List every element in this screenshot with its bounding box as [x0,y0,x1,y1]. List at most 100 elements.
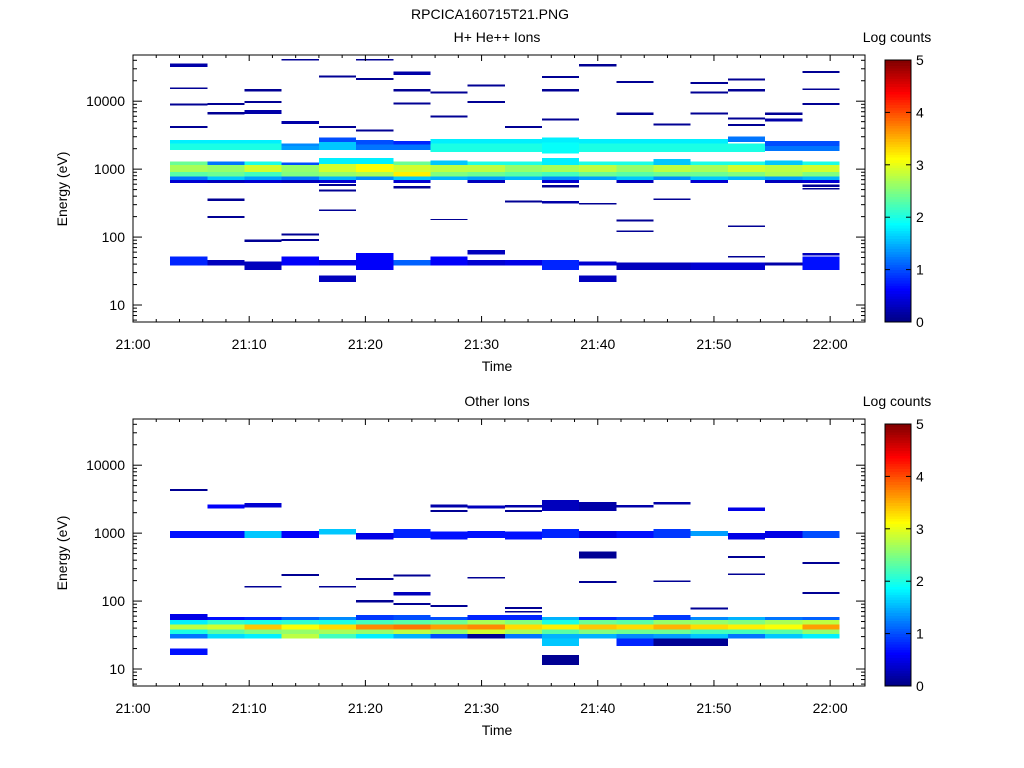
colorbar-segment [885,266,911,271]
heatmap-cell [653,615,691,620]
colorbar-segment [885,481,911,485]
colorbar-segment [885,604,911,608]
colorbar-segment [885,141,911,145]
heatmap-cell [207,180,245,184]
heatmap-cell [170,176,208,181]
colorbar-segment [885,293,911,297]
colorbar-segment [885,547,911,551]
heatmap-cell [281,58,319,61]
heatmap-cell [393,102,431,105]
heatmap-cell [802,619,840,625]
heatmap-cell [170,161,208,166]
colorbar-segment [885,646,911,650]
heatmap-cell [504,624,542,630]
heatmap-cell [207,172,245,177]
heatmap-cells [170,488,840,665]
colorbar-segment [885,183,911,187]
heatmap-cell [318,619,357,625]
heatmap-cell [727,624,766,630]
x-axis-label: Time [482,722,513,738]
colorbar-segment [885,83,911,87]
heatmap-cell [653,624,691,630]
colorbar-segment [885,526,911,530]
heatmap-cell [170,530,208,538]
colorbar-segment [885,565,911,569]
colorbar-segment [885,515,911,519]
heatmap-cell [727,633,766,639]
colorbar-segment [885,531,911,535]
colorbar-segment [885,175,911,179]
colorbar-segment [885,115,911,119]
colorbar-segment [885,518,911,522]
colorbar-segment [885,159,911,163]
heatmap-cell [690,262,728,270]
heatmap-cell [318,624,357,630]
heatmap-cell [430,160,468,166]
heatmap-cell [467,615,505,620]
heatmap-cell [579,261,617,266]
heatmap-cell [281,574,319,576]
colorbar-segment [885,557,911,561]
heatmap-cell [170,629,208,634]
colorbar-label: Log counts [863,393,932,409]
heatmap-cell [393,186,431,189]
y-tick-label: 1000 [94,161,125,177]
heatmap-cell [281,165,319,173]
colorbar-segment [885,94,911,98]
x-tick-label: 21:20 [348,700,383,716]
heatmap-cell [393,161,431,166]
heatmap-cell [504,200,542,203]
heatmap-cell [356,633,394,639]
colorbar-segment [885,167,911,171]
heatmap-cell [504,504,542,508]
colorbar-segment [885,675,911,679]
colorbar-segment [885,465,911,470]
heatmap-cell [207,617,245,620]
colorbar-segment [885,484,911,488]
heatmap-cell [207,530,245,538]
colorbar-segment [885,277,911,281]
heatmap-cell [170,139,208,144]
heatmap-cell [207,165,245,173]
heatmap-cell [690,91,728,94]
heatmap-cell [356,129,394,132]
colorbar-segment [885,75,911,79]
heatmap-cell [430,218,468,220]
colorbar-segment [885,662,911,666]
colorbar-segment [885,99,911,103]
heatmap-cell [318,75,357,78]
colorbar-tick-label: 4 [916,104,924,120]
heatmap-cell [616,624,654,630]
heatmap-cell [802,253,840,256]
colorbar-segment [885,117,911,121]
colorbar-segment [885,204,911,208]
y-tick-label: 100 [102,593,126,609]
heatmap-cell [504,531,542,540]
heatmap-cell [690,165,728,173]
heatmap-cell [467,629,505,634]
heatmap-cell [318,172,357,177]
heatmap-cell [430,509,468,512]
heatmap-cell [467,624,505,630]
heatmap-cell [318,163,357,173]
colorbar-segment [885,541,911,546]
colorbar-segment [885,630,911,635]
heatmap-cell [579,202,617,205]
colorbar-segment [885,65,911,69]
heatmap-cell [765,165,803,173]
heatmap-cell [504,606,542,610]
heatmap-cell [579,172,617,177]
heatmap-cell [430,115,468,118]
heatmap-cell [579,617,617,620]
heatmap-cell [393,71,431,75]
heatmap-cell [467,172,505,177]
colorbar-segment [885,497,911,501]
heatmap-cell [765,633,803,639]
colorbar-segment [885,70,911,74]
colorbar-segment [885,644,911,648]
colorbar-segment [885,620,911,624]
colorbar-segment [885,636,911,640]
heatmap-cell [430,256,468,266]
heatmap-cell [207,198,245,201]
x-tick-label: 21:30 [464,336,499,352]
